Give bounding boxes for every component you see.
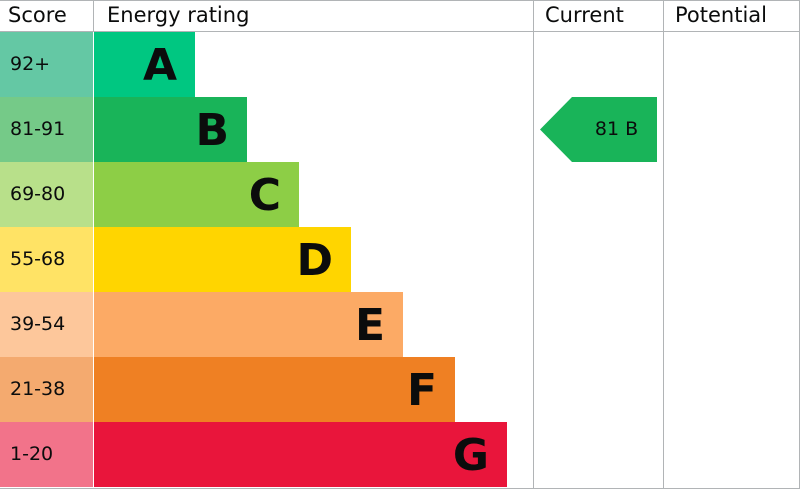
- score-range-f: 21-38: [0, 357, 93, 422]
- divider: [0, 31, 800, 32]
- rating-bar-e: E: [94, 292, 403, 357]
- rating-bar-a: A: [94, 32, 195, 97]
- current-rating-arrow: 81 B: [540, 97, 657, 162]
- header-potential: Potential: [675, 3, 767, 27]
- score-range-g: 1-20: [0, 422, 93, 487]
- score-range-c: 69-80: [0, 162, 93, 227]
- current-rating-label: 81 B: [594, 118, 639, 140]
- score-range-e: 39-54: [0, 292, 93, 357]
- arrow-shape: [540, 97, 657, 162]
- rating-bar-d: D: [94, 227, 351, 292]
- rating-bar-b: B: [94, 97, 247, 162]
- divider: [533, 0, 534, 489]
- divider: [663, 0, 664, 489]
- divider: [0, 0, 800, 1]
- header-current: Current: [545, 3, 624, 27]
- score-range-b: 81-91: [0, 97, 93, 162]
- score-range-a: 92+: [0, 32, 93, 97]
- header-score: Score: [8, 3, 67, 27]
- rating-bar-f: F: [94, 357, 455, 422]
- header-energy-rating: Energy rating: [107, 3, 250, 27]
- rating-bar-g: G: [94, 422, 507, 487]
- rating-bar-c: C: [94, 162, 299, 227]
- divider: [93, 0, 94, 32]
- score-range-d: 55-68: [0, 227, 93, 292]
